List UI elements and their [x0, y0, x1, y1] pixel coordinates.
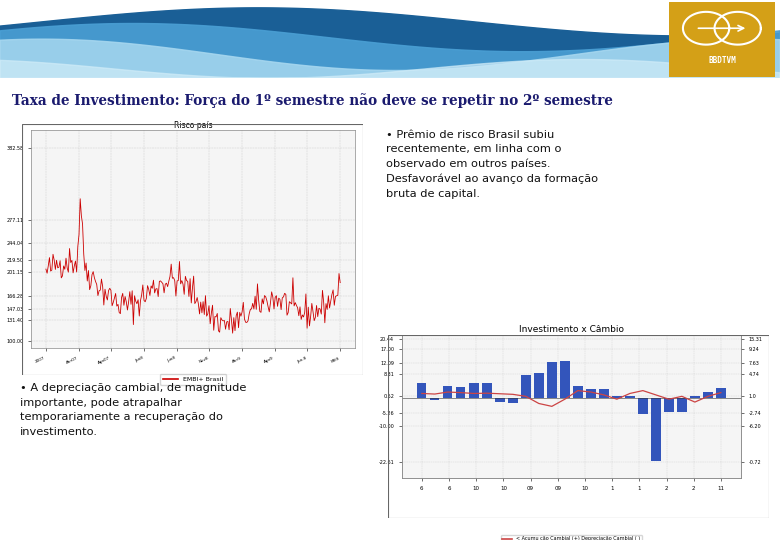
Bar [651, 398, 661, 461]
Bar [626, 396, 635, 398]
Bar [430, 398, 439, 400]
Bar [534, 374, 544, 398]
Text: • A depreciação cambial, de magnitude
importante, pode atrapalhar
temporariament: • A depreciação cambial, de magnitude im… [20, 383, 246, 437]
Legend: < Acumu ção Cambial (+) Depreciação Cambial ( ), Formação Bruta de Capital Fixo : < Acumu ção Cambial (+) Depreciação Camb… [501, 535, 642, 540]
Bar [638, 398, 647, 414]
Bar [495, 398, 505, 402]
Polygon shape [0, 8, 780, 78]
Bar [508, 398, 517, 403]
Bar [677, 398, 686, 412]
Bar [573, 386, 583, 398]
Bar [612, 396, 622, 398]
Bar [547, 362, 556, 398]
Polygon shape [0, 59, 780, 78]
Legend: EMBI+ Brasil: EMBI+ Brasil [160, 374, 226, 384]
Bar [521, 375, 530, 398]
Bar [417, 383, 427, 398]
Bar [704, 392, 713, 398]
Bar [716, 388, 725, 398]
Polygon shape [0, 24, 780, 78]
Title: Risco país: Risco país [174, 120, 212, 130]
Bar [665, 398, 674, 412]
Bar [482, 383, 491, 398]
Bar [456, 387, 466, 398]
Text: BBDTVM: BBDTVM [708, 56, 736, 65]
Bar [599, 389, 608, 398]
Bar [560, 361, 569, 398]
Text: • Prêmio de risco Brasil subiu
recentemente, em linha com o
observado em outros : • Prêmio de risco Brasil subiu recenteme… [386, 130, 598, 199]
Bar [469, 383, 478, 398]
Title: Investimento x Câmbio: Investimento x Câmbio [519, 325, 624, 334]
Bar [690, 396, 700, 398]
Text: Taxa de Investimento: Força do 1º semestre não deve se repetir no 2º semestre: Taxa de Investimento: Força do 1º semest… [12, 93, 612, 108]
Bar [587, 389, 596, 398]
Polygon shape [0, 39, 780, 78]
Bar [443, 386, 452, 398]
